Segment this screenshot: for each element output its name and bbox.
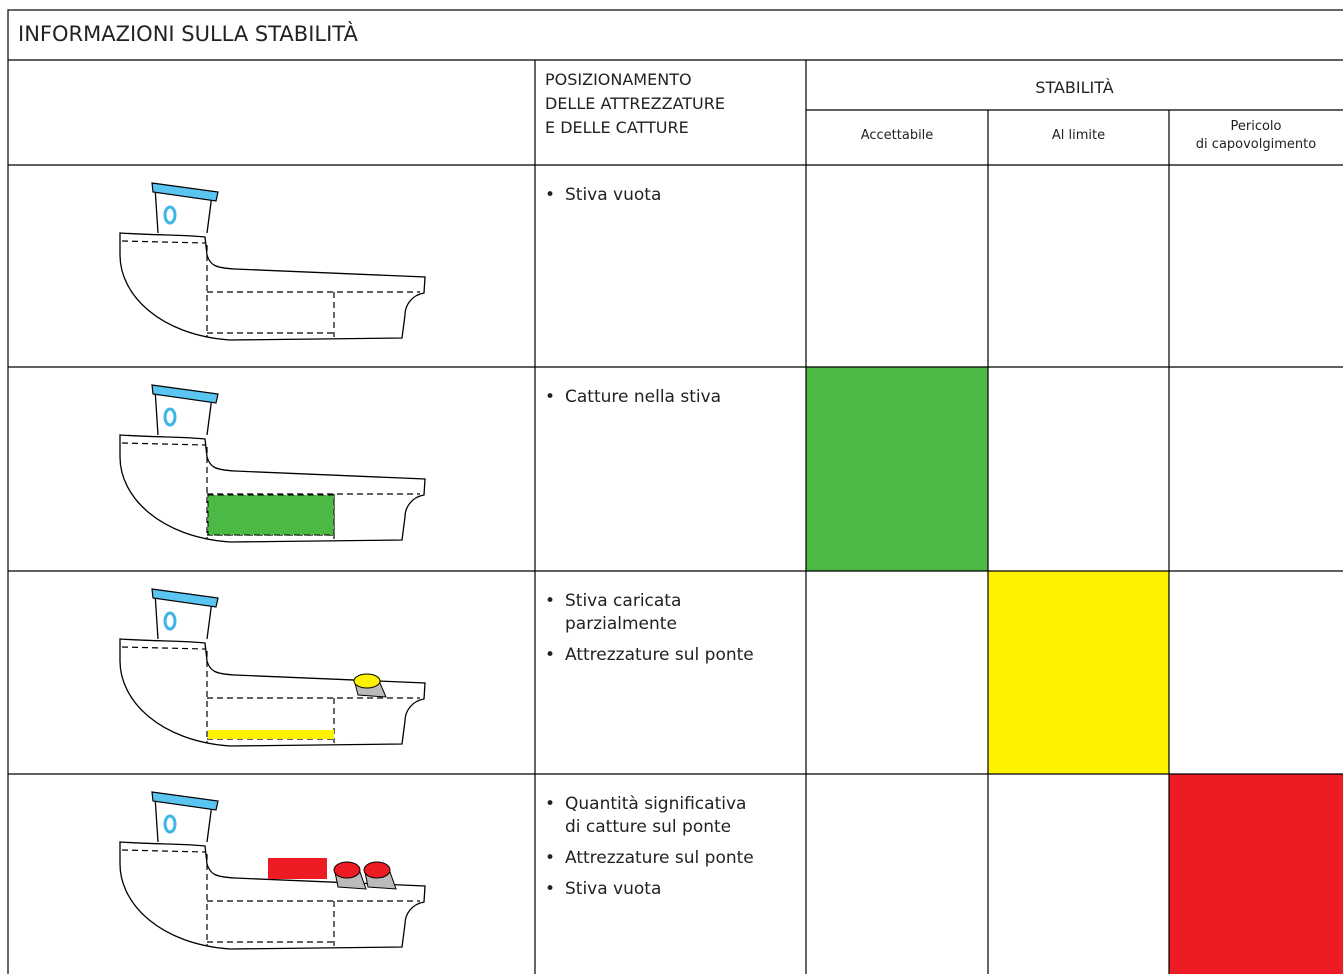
item-text: Quantità significativa — [565, 794, 747, 814]
item-text: Stiva caricata — [565, 591, 682, 611]
item-text: parzialmente — [565, 614, 677, 634]
bullet: • — [545, 185, 556, 205]
level-header: Accettabile — [860, 128, 934, 143]
boat-empty — [118, 181, 427, 342]
boat-partial — [118, 587, 427, 748]
grid — [7, 9, 1343, 974]
level-header: Al limite — [1051, 128, 1106, 143]
column-header: DELLE ATTREZZATURE — [545, 94, 725, 113]
bullet: • — [545, 591, 556, 611]
danger-cell — [1169, 774, 1343, 974]
item-text: Attrezzature sul ponte — [565, 645, 754, 665]
item-text: Stiva vuota — [565, 185, 662, 205]
level-header: Pericolo — [1230, 119, 1282, 134]
bullet: • — [545, 645, 556, 665]
column-header: E DELLE CATTURE — [545, 118, 689, 137]
item-text: Attrezzature sul ponte — [565, 848, 754, 868]
title: INFORMAZIONI SULLA STABILITÀ — [18, 22, 358, 46]
boat-hold-catch — [118, 383, 427, 544]
bullet: • — [545, 387, 556, 407]
ok-cell — [806, 367, 988, 571]
item-text: Stiva vuota — [565, 879, 662, 899]
boat-deck-catch — [118, 790, 427, 951]
bullet: • — [545, 848, 556, 868]
bullet: • — [545, 879, 556, 899]
item-text: di catture sul ponte — [565, 817, 732, 837]
level-header: di capovolgimento — [1195, 137, 1317, 152]
item-text: Catture nella stiva — [565, 387, 722, 407]
bullet: • — [545, 794, 556, 814]
limit-cell — [988, 571, 1169, 774]
column-header: STABILITÀ — [1035, 78, 1114, 97]
column-header: POSIZIONAMENTO — [545, 70, 692, 89]
